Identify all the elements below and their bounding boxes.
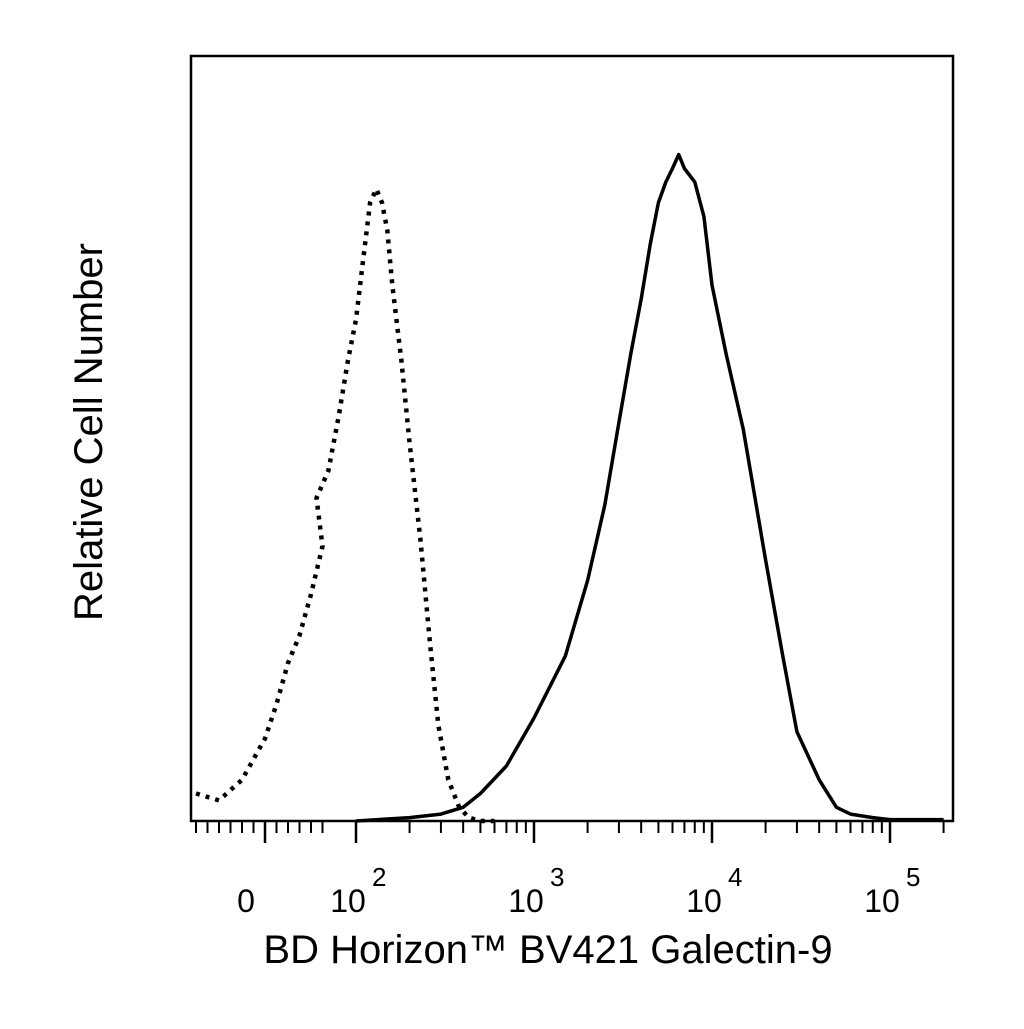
x-tick-label-exponent: 3: [550, 862, 564, 892]
x-tick-label: 10: [864, 883, 900, 919]
series-line-isotype-control: [196, 189, 495, 821]
x-tick-label-exponent: 5: [906, 862, 920, 892]
x-tick-label: 0: [237, 883, 255, 919]
series-group: [196, 155, 944, 822]
x-tick-label: 10: [330, 883, 366, 919]
y-axis-label: Relative Cell Number: [67, 243, 111, 621]
x-axis-ticks: [196, 821, 944, 843]
x-tick-label: 10: [508, 883, 544, 919]
x-tick-label: 10: [686, 883, 722, 919]
series-line-galectin-9: [356, 155, 944, 821]
x-tick-label-exponent: 2: [372, 862, 386, 892]
x-axis-label: BD Horizon™ BV421 Galectin-9: [263, 928, 832, 972]
plot-frame: [191, 56, 953, 821]
x-tick-label-exponent: 4: [728, 862, 742, 892]
